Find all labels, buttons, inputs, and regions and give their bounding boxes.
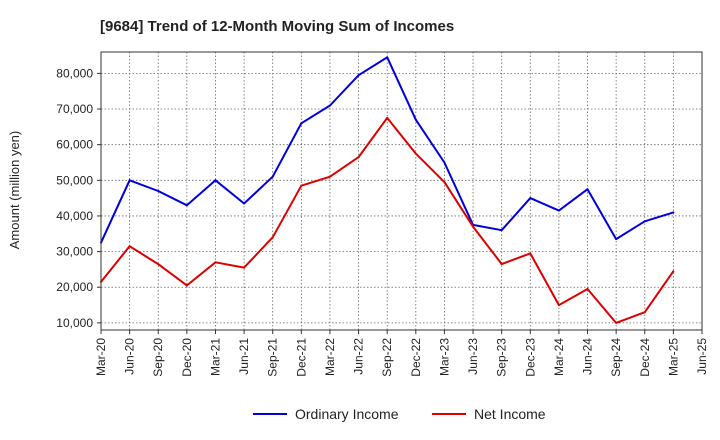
data-point-net-income xyxy=(357,156,360,159)
x-tick-label: Sep-23 xyxy=(495,338,509,377)
x-tick-label: Jun-22 xyxy=(352,338,366,375)
y-tick-label: 60,000 xyxy=(56,138,93,152)
data-point-ordinary-income xyxy=(672,211,675,214)
legend-label: Net Income xyxy=(474,406,546,422)
data-point-net-income xyxy=(529,252,532,255)
data-point-net-income xyxy=(157,263,160,266)
data-point-net-income xyxy=(672,270,675,273)
x-tick-label: Dec-24 xyxy=(638,338,652,377)
data-point-ordinary-income xyxy=(357,74,360,77)
y-tick-label: 10,000 xyxy=(56,316,93,330)
data-point-net-income xyxy=(185,284,188,287)
x-tick-labels: Mar-20 Jun-20 Sep-20 Dec-20 Mar-21 Jun-21 Sep-… xyxy=(94,330,709,377)
x-tick-label: Jun-20 xyxy=(123,338,137,375)
data-point-net-income xyxy=(300,184,303,187)
legend-label: Ordinary Income xyxy=(295,406,399,422)
x-tick-label: Mar-21 xyxy=(208,338,222,376)
x-tick-label: Dec-23 xyxy=(523,338,537,377)
x-tick-label: Dec-21 xyxy=(294,338,308,377)
data-point-net-income xyxy=(128,245,131,248)
data-point-ordinary-income xyxy=(214,179,217,182)
x-tick-label: Mar-25 xyxy=(666,338,680,376)
x-tick-label: Jun-24 xyxy=(581,338,595,375)
x-tick-label: Jun-23 xyxy=(466,338,480,375)
legend: Ordinary Income Net Income xyxy=(253,406,546,422)
x-tick-label: Sep-22 xyxy=(380,338,394,377)
data-point-ordinary-income xyxy=(271,175,274,178)
y-tick-label: 80,000 xyxy=(56,66,93,80)
y-tick-label: 30,000 xyxy=(56,245,93,259)
x-tick-label: Jun-25 xyxy=(695,338,709,375)
data-point-ordinary-income xyxy=(557,209,560,212)
x-tick-label: Mar-24 xyxy=(552,338,566,376)
data-point-ordinary-income xyxy=(328,104,331,107)
x-tick-label: Dec-22 xyxy=(409,338,423,377)
plot-frame xyxy=(100,51,703,331)
x-tick-label: Dec-20 xyxy=(180,338,194,377)
data-point-ordinary-income xyxy=(643,220,646,223)
y-axis-label: Amount (million yen) xyxy=(7,131,22,250)
y-tick-label: 70,000 xyxy=(56,102,93,116)
y-tick-labels: 10,000 20,000 30,000 40,000 50,000 60,000 70,0… xyxy=(56,66,101,330)
data-point-ordinary-income xyxy=(128,179,131,182)
data-point-net-income xyxy=(271,236,274,239)
x-tick-label: Jun-21 xyxy=(237,338,251,375)
y-tick-label: 50,000 xyxy=(56,173,93,187)
grid-layer xyxy=(101,52,702,330)
data-point-ordinary-income xyxy=(243,202,246,205)
data-point-ordinary-income xyxy=(500,229,503,232)
data-point-ordinary-income xyxy=(586,188,589,191)
data-point-net-income xyxy=(615,321,618,324)
data-point-net-income xyxy=(386,116,389,119)
data-point-net-income xyxy=(586,288,589,291)
data-point-ordinary-income xyxy=(615,238,618,241)
data-point-ordinary-income xyxy=(414,118,417,121)
data-point-net-income xyxy=(243,266,246,269)
data-point-ordinary-income xyxy=(157,190,160,192)
x-tick-label: Sep-20 xyxy=(151,338,165,377)
x-tick-label: Mar-22 xyxy=(323,338,337,376)
data-point-net-income xyxy=(557,304,560,307)
data-point-ordinary-income xyxy=(386,56,389,59)
data-point-net-income xyxy=(500,263,503,266)
y-tick-label: 20,000 xyxy=(56,280,93,294)
data-point-net-income xyxy=(643,311,646,314)
series-layer xyxy=(100,56,675,324)
data-point-net-income xyxy=(214,261,217,264)
data-point-net-income xyxy=(443,181,446,184)
data-point-ordinary-income xyxy=(529,197,532,200)
y-tick-label: 40,000 xyxy=(56,209,93,223)
data-point-ordinary-income xyxy=(443,161,446,164)
x-tick-label: Sep-21 xyxy=(266,338,280,377)
data-point-ordinary-income xyxy=(185,204,188,207)
data-point-ordinary-income xyxy=(300,122,303,125)
x-tick-label: Mar-23 xyxy=(437,338,451,376)
x-tick-label: Sep-24 xyxy=(609,338,623,377)
chart-title: [9684] Trend of 12-Month Moving Sum of I… xyxy=(100,18,454,35)
data-point-net-income xyxy=(414,152,417,155)
data-point-net-income xyxy=(472,225,475,228)
x-tick-label: Mar-20 xyxy=(94,338,108,376)
data-point-net-income xyxy=(328,175,331,178)
plot-border xyxy=(100,51,703,331)
